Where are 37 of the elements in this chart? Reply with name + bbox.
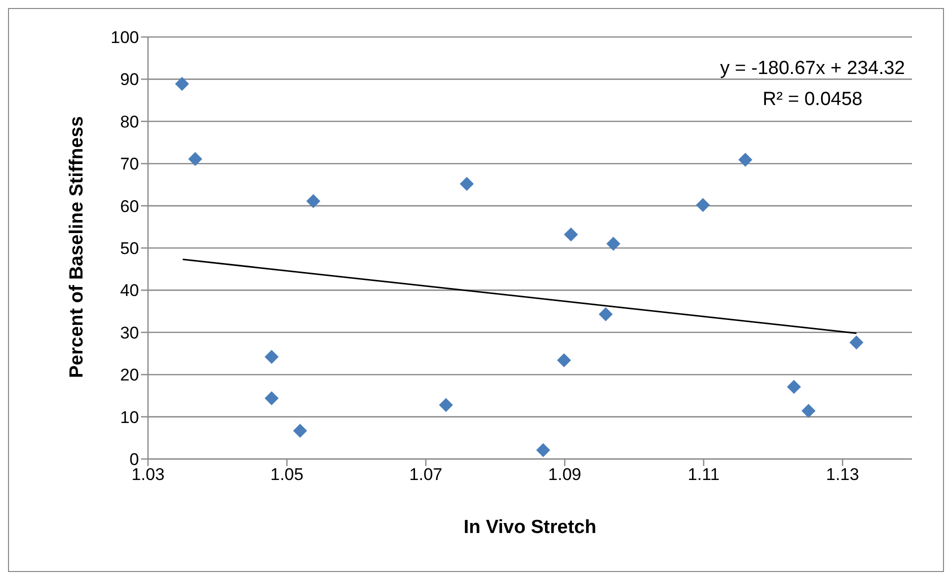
- annotation: R² = 0.0458: [762, 88, 864, 112]
- x-tick-label: 1.07: [409, 465, 442, 484]
- point: [802, 404, 816, 418]
- y-tick-label: 30: [120, 323, 139, 342]
- x-tick-label: 1.11: [688, 465, 720, 484]
- point: [264, 350, 279, 364]
- point: [849, 336, 864, 350]
- point: [536, 443, 550, 458]
- annotation: y = -180.67x + 234.32: [720, 57, 905, 81]
- point: [460, 176, 474, 191]
- y-tick-label: 80: [120, 112, 139, 132]
- point: [738, 152, 752, 167]
- point: [175, 76, 190, 91]
- point: [696, 198, 710, 212]
- point: [564, 227, 578, 242]
- y-tick-label: 50: [120, 239, 139, 258]
- y-tick-label: 10: [120, 408, 139, 427]
- y-tick-label: 40: [120, 281, 139, 300]
- y-tick-label: 90: [120, 70, 139, 90]
- x-tick-label: 1.13: [826, 465, 860, 484]
- x-tick-label: 1.05: [270, 465, 304, 484]
- x-axis-title: In Vivo Stretch: [464, 517, 596, 538]
- point: [306, 194, 320, 208]
- y-tick-label: 60: [120, 196, 139, 216]
- point: [598, 307, 613, 322]
- x-tick-label: 1.09: [548, 465, 582, 484]
- point: [606, 236, 620, 251]
- y-tick-label: 20: [120, 366, 139, 385]
- point: [293, 424, 308, 438]
- y-axis-title: Percent of Baseline Stiffness: [66, 116, 88, 378]
- point: [438, 398, 453, 412]
- y-tick-label: 100: [110, 28, 139, 48]
- point: [786, 380, 801, 394]
- point: [557, 353, 572, 368]
- point: [264, 391, 279, 406]
- y-tick-label: 70: [120, 154, 139, 174]
- point: [188, 152, 202, 166]
